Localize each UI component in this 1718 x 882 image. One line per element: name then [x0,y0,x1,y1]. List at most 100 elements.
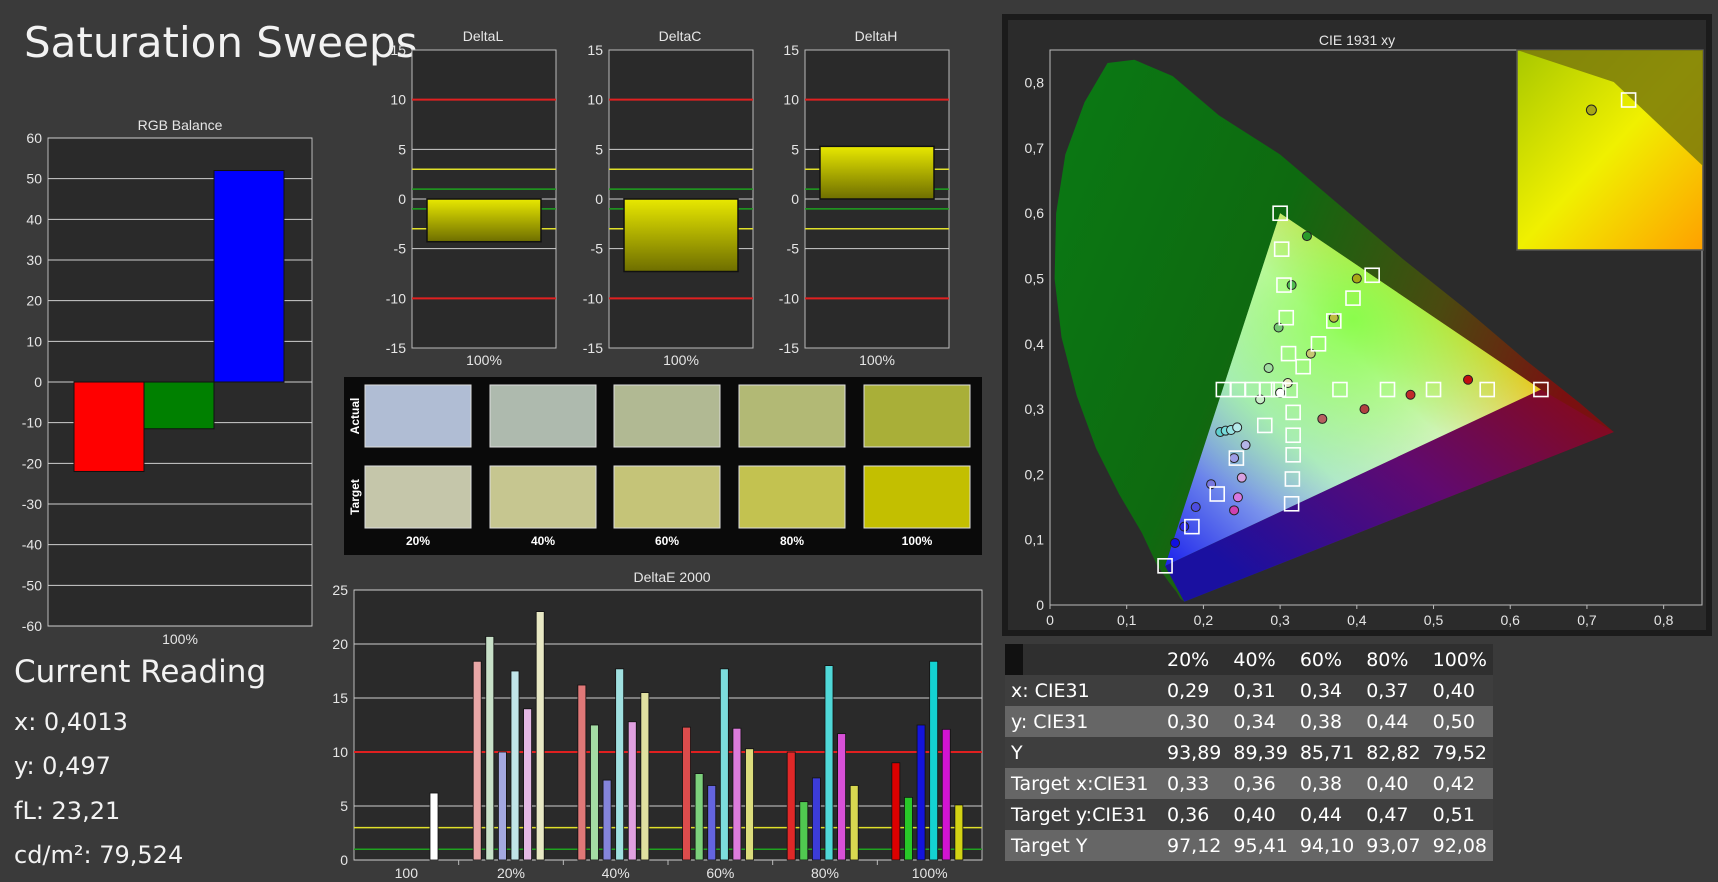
delta-e-bar [577,684,587,861]
delta-e-bar [485,636,495,861]
y-tick-label: 10 [783,92,799,108]
target-marker [1278,309,1295,326]
x-tick-label: 100% [466,352,502,367]
table-cell: 0,31 [1227,675,1294,706]
x-tick-label: 0,5 [1424,612,1444,628]
delta-e-bar [824,665,834,861]
x-tick-label: 100% [859,352,895,367]
y-tick-label: -15 [779,340,799,356]
table-cell: 0,34 [1227,706,1294,737]
cie-title: CIE 1931 xy [1318,32,1396,48]
y-tick-label: -15 [583,340,603,356]
y-tick-label: -30 [22,496,42,512]
delta-e-bar [640,692,650,861]
reading-y: y: 0,497 [14,752,111,780]
target-marker [1364,267,1380,284]
delta-e-bar [799,801,809,861]
delta-e-bar [602,779,612,861]
table-column-header: 60% [1293,644,1361,675]
cie-panel: CIE 1931 xy 0 0 0,1 0,1 0,2 0,2 0,3 0,3 0,4 0,4 0,… [1002,14,1712,636]
y-tick-label: 50 [26,171,42,187]
table-column-header: 40% [1227,644,1294,675]
delta-h-chart: 15 10 5 0 -5 -10 -15 100% [779,42,950,367]
y-tick-label: 10 [587,92,603,108]
target-marker [1310,336,1327,352]
x-tick-label: 100 [395,865,419,881]
table-cell: 93,07 [1360,830,1427,861]
y-tick-label: 15 [587,42,603,58]
page-title: Saturation Sweeps [24,18,418,67]
y-tick-label: -20 [22,455,42,471]
delta-e-bar [615,668,625,861]
target-marker [1379,381,1396,398]
table-cell: 93,89 [1161,737,1228,768]
target-marker [1295,358,1311,375]
delta-e-bar [472,660,482,861]
x-tick-label: 100% [162,631,198,647]
delta-e-bar [682,726,691,861]
y-tick-label: 60 [26,130,42,146]
y-tick-label: 0,7 [1025,140,1045,156]
y-tick-label: 0,8 [1025,75,1045,91]
table-cell: 92,08 [1426,830,1494,861]
target-marker [1184,518,1200,535]
delta-e-bar [627,721,637,861]
delta-e-bar [719,668,729,861]
y-tick-label: 0 [340,852,348,868]
x-tick-label: 100% [663,352,699,367]
table-cell: 0,47 [1360,799,1427,830]
measured-point [1229,505,1240,516]
delta-l-chart: 15 10 5 0 -5 -10 -15 100% [386,42,557,367]
y-tick-label: -5 [787,241,800,257]
table-header-corner [1005,644,1161,675]
measured-point [1351,273,1362,284]
target-marker [1326,313,1342,329]
cie-1931-chart: 00 0,1 0,1 0,2 0,2 0,3 0,3 0,4 0,4 0,5 0,5 0,6 0,6 0,… [1025,49,1704,628]
x-tick-label: 0,8 [1654,612,1674,628]
delta-h-title: DeltaH [854,28,898,44]
rgb-bar [143,381,215,430]
y-tick-label: 5 [595,141,603,157]
delta-e-bar [954,804,964,861]
y-tick-label: 0 [398,191,406,207]
table-cell: 0,44 [1360,706,1427,737]
actual-swatch [863,384,971,448]
y-tick-label: 40 [26,211,42,227]
delta-e-bar [929,660,939,861]
target-marker [1209,486,1226,502]
table-cell: 0,33 [1161,768,1228,799]
color-swatch-grid: Actual Target 20% 40% 60% 80% 100% [348,384,971,548]
table-column-header: 20% [1161,644,1228,675]
target-marker [1425,381,1442,398]
table-row: Y 93,89 89,39 85,71 82,82 79,52 [1005,737,1494,768]
swatch-column-label: 40% [531,534,555,548]
table-cell: 0,38 [1293,706,1361,737]
delta-e-bar [590,724,599,861]
delta-e-bar [849,785,859,861]
y-tick-label: -10 [386,290,406,306]
y-tick-label: 5 [340,798,348,814]
table-header-row: 20% 40% 60% 80% 100% [1005,644,1494,675]
x-tick-label: 0 [1046,612,1054,628]
delta-e-bar [694,773,704,861]
target-marker [1228,450,1245,466]
y-tick-label: 10 [26,333,42,349]
target-marker [1256,417,1273,434]
y-tick-label: 5 [791,141,799,157]
delta-e-bar [941,728,951,861]
inset-outside-region [1517,50,1703,166]
delta-e-bar [497,751,507,861]
rgb-bar [73,381,145,472]
table-cell: 0,29 [1161,675,1228,706]
y-tick-label: 0 [1036,597,1044,613]
rgb-balance-title: RGB Balance [137,117,223,133]
target-swatch [489,465,597,529]
swatch-row-label: Actual [348,398,362,435]
measurement-table: 20% 40% 60% 80% 100% x: CIE31 0,29 0,31 … [1005,644,1494,861]
table-row: y: CIE31 0,30 0,34 0,38 0,44 0,50 [1005,706,1494,737]
table-cell: 0,40 [1227,799,1294,830]
color-swatch-panel: Actual Target 20% 40% 60% 80% 100% [344,377,982,555]
x-tick-label: 0,7 [1577,612,1597,628]
target-marker [1332,381,1348,398]
table-cell: 95,41 [1227,830,1294,861]
